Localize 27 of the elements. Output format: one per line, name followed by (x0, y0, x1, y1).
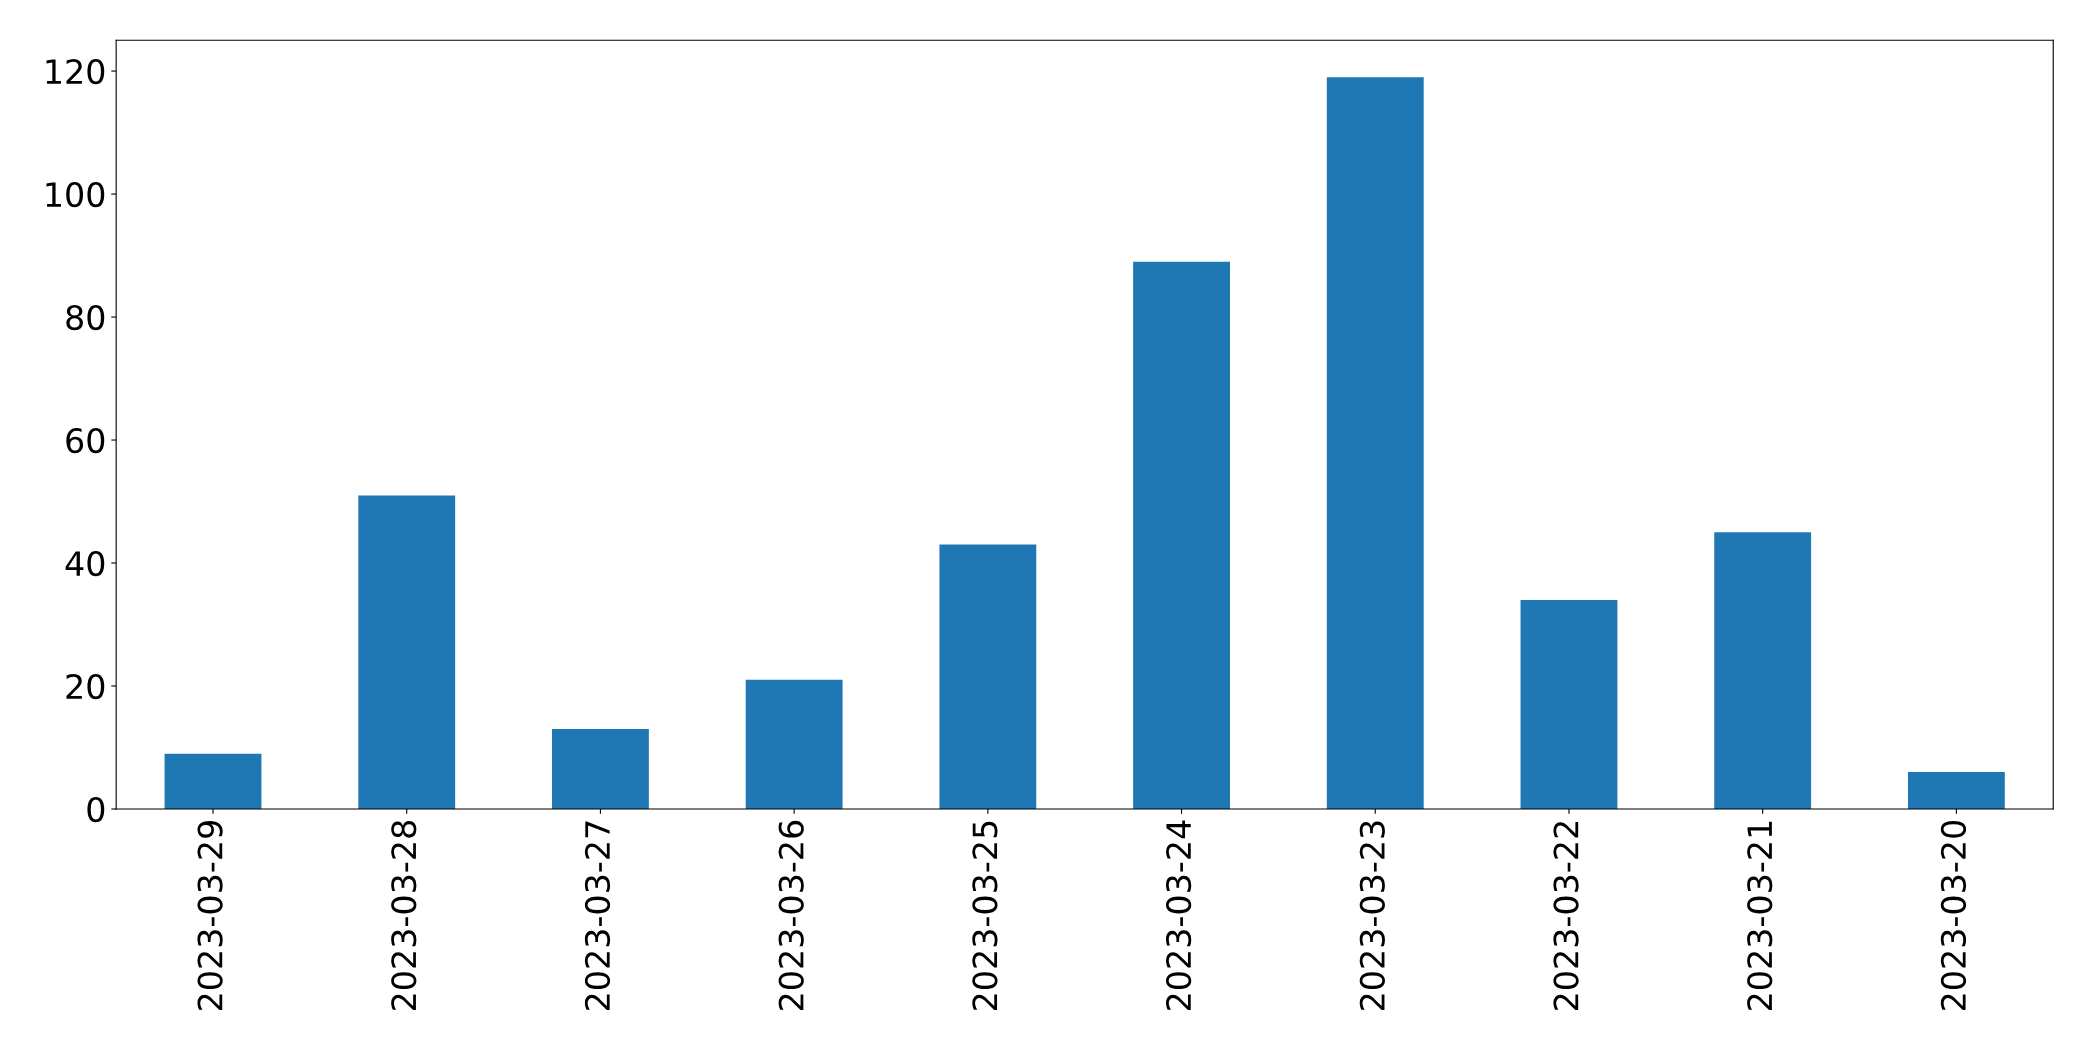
x-tick-label: 2023-03-28 (391, 821, 417, 1011)
x-tick-label: 2023-03-20 (1940, 820, 1967, 1011)
y-tick-label: 80 (66, 304, 105, 331)
bar (745, 679, 843, 810)
x-tick-label: 2023-03-27 (584, 821, 611, 1011)
x-tick-label: 2023-03-24 (1166, 820, 1192, 1011)
x-tick-label: 2023-03-21 (1747, 821, 1773, 1011)
x-tick-label: 2023-03-23 (1359, 821, 1385, 1011)
bar (1714, 532, 1812, 810)
bar (939, 544, 1037, 810)
bar (1520, 599, 1618, 810)
bar (1326, 77, 1424, 810)
y-tick-label: 40 (65, 550, 105, 577)
bar (358, 495, 456, 810)
y-tick-label: 100 (46, 181, 105, 208)
bar (1907, 772, 2005, 810)
y-tick-label: 20 (66, 673, 105, 700)
x-tick-label: 2023-03-22 (1553, 822, 1579, 1011)
bar (1133, 261, 1230, 810)
x-tick-label: 2023-03-29 (197, 821, 223, 1011)
x-tick-label: 2023-03-25 (972, 821, 998, 1011)
y-tick-label: 0 (87, 796, 105, 823)
bar (164, 753, 262, 810)
bar (552, 729, 649, 810)
y-tick-label: 60 (66, 427, 105, 454)
y-tick-label: 120 (46, 58, 105, 85)
x-tick-label: 2023-03-26 (778, 820, 804, 1011)
